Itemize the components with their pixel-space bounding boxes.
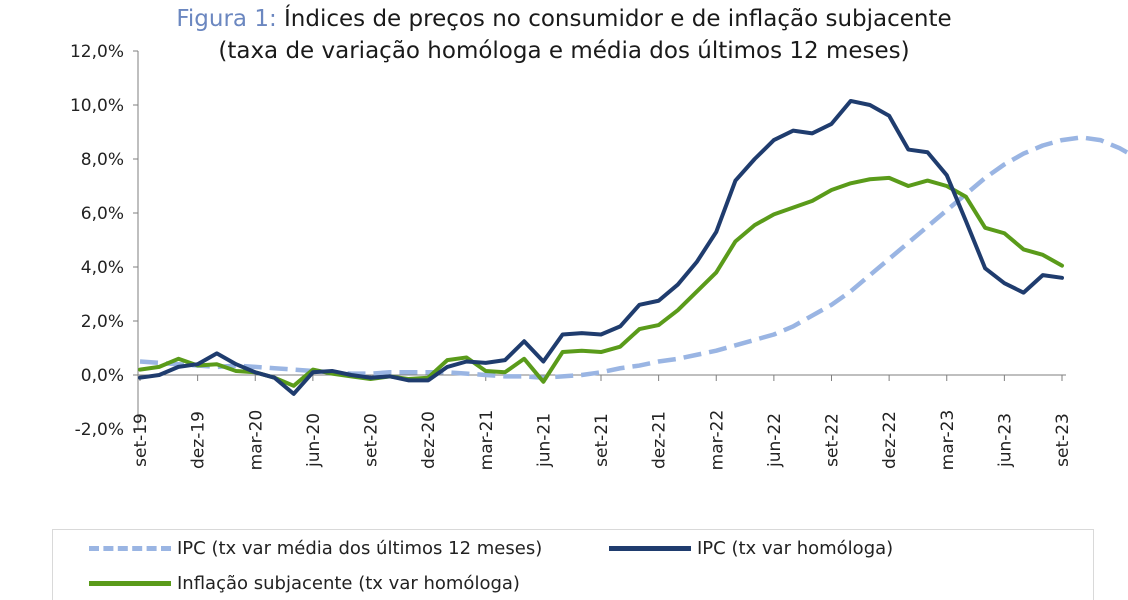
legend-swatch-dashed-light-blue bbox=[89, 546, 171, 551]
series-lines bbox=[138, 98, 1128, 396]
figure-label: Figura 1: bbox=[176, 6, 277, 32]
y-tick-label: 6,0% bbox=[81, 204, 124, 224]
x-tick-label: mar-21 bbox=[477, 410, 497, 471]
legend-item-ipc-12m-average: IPC (tx var média dos últimos 12 meses) bbox=[89, 538, 542, 559]
y-tick-label: 8,0% bbox=[81, 150, 124, 170]
chart-title: Índices de preços no consumidor e de inf… bbox=[284, 6, 952, 32]
series-line-ipc-12m-average bbox=[139, 135, 1128, 380]
x-tick-label: jun-23 bbox=[995, 413, 1015, 468]
y-tick-label: 12,0% bbox=[70, 42, 124, 62]
x-tick-label: mar-22 bbox=[707, 410, 727, 471]
x-tick-label: dez-20 bbox=[419, 411, 439, 469]
x-tick-label: jun-21 bbox=[534, 413, 554, 468]
x-tick-label: dez-22 bbox=[880, 411, 900, 469]
series-line-ipc-yoy bbox=[138, 98, 1064, 396]
legend: IPC (tx var média dos últimos 12 meses) … bbox=[52, 529, 1094, 600]
y-axis: -2,0% 0,0% 2,0% 4,0% 6,0% 8,0% 10,0% 12,0% bbox=[70, 42, 139, 440]
legend-item-ipc-yoy: IPC (tx var homóloga) bbox=[609, 538, 893, 559]
x-tick-label: set-23 bbox=[1053, 413, 1073, 467]
x-tick-label: mar-20 bbox=[246, 410, 266, 471]
x-tick-label: mar-23 bbox=[938, 410, 958, 471]
x-tick-label: dez-21 bbox=[650, 411, 670, 469]
y-tick-label: 10,0% bbox=[70, 96, 124, 116]
chart-title-line-1: Figura 1: Índices de preços no consumido… bbox=[0, 4, 1128, 34]
x-tick-label: set-20 bbox=[362, 413, 382, 467]
y-tick-label: 4,0% bbox=[81, 258, 124, 278]
chart-subtitle: (taxa de variação homóloga e média dos ú… bbox=[218, 38, 910, 64]
y-tick-label: 2,0% bbox=[81, 312, 124, 332]
x-tick-label: dez-19 bbox=[189, 411, 209, 469]
x-tick-label: set-22 bbox=[823, 413, 843, 467]
x-tick-label: set-21 bbox=[592, 413, 612, 467]
y-tick-label: -2,0% bbox=[75, 420, 124, 440]
line-chart: -2,0% 0,0% 2,0% 4,0% 6,0% 8,0% 10,0% 12,0% set-… bbox=[70, 42, 1128, 471]
x-tick-label: jun-22 bbox=[765, 413, 785, 468]
legend-swatch-green bbox=[89, 581, 171, 586]
y-tick-label: 0,0% bbox=[81, 366, 124, 386]
x-tick-label: jun-20 bbox=[304, 413, 324, 468]
x-axis: set-19 dez-19 mar-20 jun-20 set-20 dez-20 mar-… bbox=[131, 374, 1073, 471]
legend-item-core-inflation: Inflação subjacente (tx var homóloga) bbox=[89, 573, 520, 594]
legend-label: Inflação subjacente (tx var homóloga) bbox=[177, 573, 520, 594]
x-tick-label: set-19 bbox=[131, 413, 151, 467]
legend-label: IPC (tx var média dos últimos 12 meses) bbox=[177, 538, 543, 559]
legend-label: IPC (tx var homóloga) bbox=[697, 538, 894, 559]
series-line-core-inflation bbox=[138, 175, 1064, 388]
legend-swatch-dark-blue bbox=[609, 546, 691, 551]
